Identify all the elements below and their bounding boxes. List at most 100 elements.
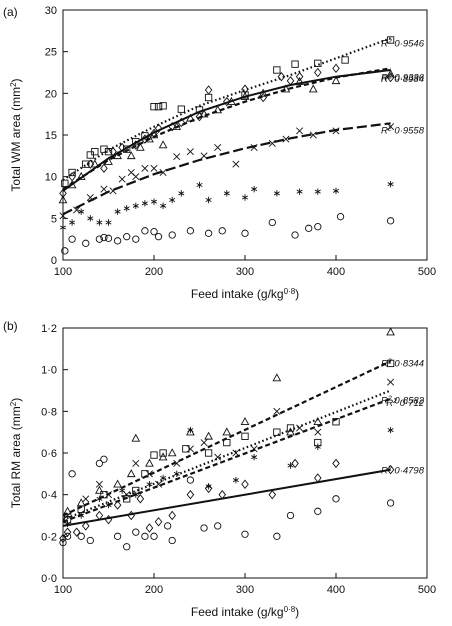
data-point-x — [104, 491, 113, 499]
data-point-asterisk — [87, 215, 94, 222]
y-axis-title-end: ) — [9, 398, 23, 402]
data-point-circle — [150, 532, 158, 540]
data-point-triangle — [240, 91, 250, 100]
data-point-circle — [332, 495, 340, 503]
data-point-circle — [268, 218, 276, 227]
data-point-circle — [68, 235, 76, 243]
data-point-diamond — [86, 159, 95, 169]
data-point-x — [273, 407, 281, 415]
data-point-x — [86, 193, 94, 202]
y-axis-title-end: ) — [9, 78, 23, 82]
r2-value: 0·9336 — [392, 72, 425, 83]
data-point-circle — [141, 532, 149, 540]
data-point-diamond — [268, 489, 277, 500]
fit-line-triangle — [62, 67, 391, 191]
data-point-x — [387, 378, 395, 386]
fit-lines — [62, 37, 391, 216]
data-point-circle — [123, 233, 131, 241]
r2-label: R2 0·4798 — [381, 466, 425, 477]
data-point-diamond — [204, 483, 213, 494]
data-point-triangle — [145, 458, 154, 467]
data-point-circle — [61, 247, 69, 255]
data-point-circle — [286, 511, 295, 520]
data-point-asterisk — [141, 200, 148, 207]
data-point-x — [282, 135, 290, 143]
data-point-diamond — [241, 479, 249, 489]
y-tick-label: 5 — [51, 213, 57, 225]
data-point-asterisk — [96, 495, 103, 503]
panel-b: (b) 100 200 300 400 500 0·0 0·2 0·4 0·6 0·8 1·0 1·2… — [3, 319, 436, 619]
r2-prefix: R — [381, 396, 388, 407]
data-point-diamond — [109, 146, 117, 157]
data-point-x — [232, 160, 240, 168]
data-point-x — [186, 445, 194, 453]
data-point-triangle — [199, 109, 209, 118]
data-point-x — [250, 143, 258, 152]
data-point-diamond — [168, 121, 176, 132]
data-point-circle — [132, 235, 140, 243]
data-point-asterisk — [132, 202, 139, 210]
data-point-circle — [82, 239, 90, 247]
data-point-diamond — [127, 510, 136, 521]
data-point-square — [154, 103, 163, 111]
data-point-diamond — [277, 71, 286, 82]
r2-prefix: R — [381, 38, 388, 49]
data-point-x — [132, 173, 140, 181]
data-point-diamond — [286, 76, 295, 86]
data-points — [59, 327, 395, 551]
data-point-x — [173, 153, 181, 161]
data-point-square — [286, 424, 295, 432]
y-tick-label: 10 — [45, 172, 57, 184]
r2-prefix: R — [386, 398, 393, 409]
data-point-circle — [291, 231, 299, 239]
data-point-triangle — [167, 448, 177, 457]
data-point-x — [214, 453, 222, 461]
data-point-square — [150, 451, 158, 459]
r2-label: R2 0·9336 — [381, 72, 425, 83]
data-point-triangle — [186, 427, 195, 436]
r2-prefix: R — [381, 72, 388, 83]
data-point-square — [241, 432, 249, 440]
data-point-square — [123, 495, 131, 503]
r2-sup: 2 — [387, 72, 392, 79]
r2-sup: 2 — [387, 466, 392, 473]
data-point-square — [386, 359, 395, 368]
data-point-square — [386, 36, 395, 44]
data-point-triangle — [222, 427, 232, 436]
data-point-diamond — [132, 140, 140, 150]
x-axis-title: Feed intake (g/kg0·8) — [191, 287, 299, 301]
data-point-triangle — [286, 427, 295, 436]
data-point-asterisk — [205, 196, 212, 204]
data-point-square — [100, 491, 108, 499]
data-point-x — [314, 428, 322, 436]
data-point-diamond — [186, 489, 195, 500]
data-point-asterisk — [114, 208, 121, 215]
data-point-diamond — [386, 72, 395, 83]
r2-label: R2 0·8344 — [381, 358, 424, 369]
data-point-asterisk — [123, 205, 130, 212]
data-point-asterisk — [146, 481, 153, 488]
y-tick-label: 30 — [45, 5, 57, 17]
data-point-diamond — [154, 517, 163, 527]
data-point-asterisk — [96, 219, 103, 226]
r2-prefix: R — [381, 358, 388, 369]
data-point-circle — [123, 543, 131, 551]
data-point-circle — [336, 213, 345, 221]
r2-value: 0·8582 — [392, 396, 425, 407]
data-point-circle — [59, 538, 67, 547]
r2-label: R2 0·712 — [386, 398, 424, 409]
data-point-diamond — [68, 171, 76, 182]
data-point-triangle — [67, 180, 77, 189]
data-point-diamond — [59, 533, 67, 544]
data-point-circle — [86, 536, 94, 545]
x-axis-title-sup: 0·8 — [284, 287, 296, 296]
data-point-diamond — [104, 514, 113, 525]
data-point-triangle — [213, 105, 223, 114]
data-point-diamond — [154, 123, 163, 134]
data-point-square — [159, 102, 167, 110]
data-point-triangle — [76, 498, 86, 507]
data-point-square — [141, 132, 149, 140]
data-point-diamond — [177, 117, 186, 128]
data-point-triangle — [145, 134, 154, 143]
